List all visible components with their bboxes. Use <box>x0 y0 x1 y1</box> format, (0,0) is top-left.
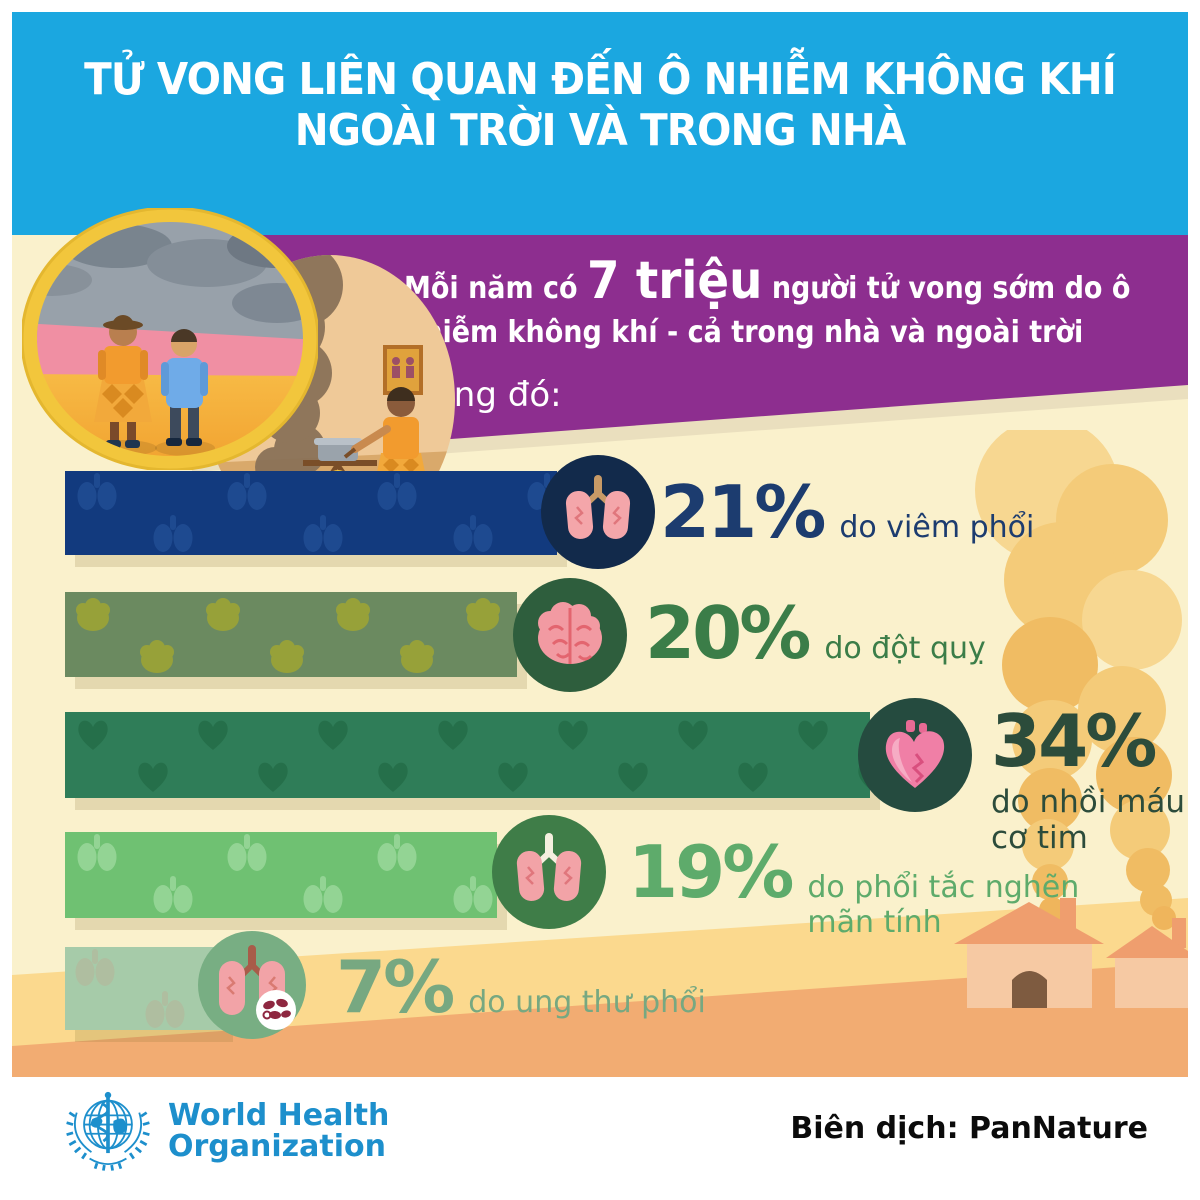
value-pneumonia: 21% <box>660 470 826 554</box>
lungs-icon <box>541 455 655 569</box>
footer: World Health Organization Biên dịch: Pan… <box>12 1077 1188 1188</box>
lungs-icon <box>492 815 606 929</box>
label-stroke: 20% do đột quỵ <box>645 591 986 675</box>
value-stroke: 20% <box>645 591 811 675</box>
heart-icon <box>858 698 972 812</box>
label-heart-attack: 34% do nhồi máu cơ tim <box>991 699 1186 856</box>
house1-door <box>1012 971 1047 1008</box>
house2-roof <box>1106 926 1188 958</box>
page-title-line2: NGOÀI TRỜI VÀ TRONG NHÀ <box>294 105 906 157</box>
house2-body <box>1115 956 1188 1008</box>
wall-picture-frame <box>383 345 423 395</box>
header-banner: TỬ VONG LIÊN QUAN ĐẾN Ô NHIỄM KHÔNG KHÍ … <box>12 12 1188 235</box>
value-lung-cancer: 7% <box>336 945 455 1029</box>
value-copd: 19% <box>628 830 794 914</box>
key-message-line1: Mỗi năm có 7 triệu người tử vong sớm do … <box>404 251 1131 311</box>
key-message-line2: nhiễm không khí - cả trong nhà và ngoài … <box>404 315 1084 350</box>
bar-stroke <box>65 592 517 677</box>
page-title-line1: TỬ VONG LIÊN QUAN ĐẾN Ô NHIỄM KHÔNG KHÍ <box>84 54 1117 105</box>
page-title: TỬ VONG LIÊN QUAN ĐẾN Ô NHIỄM KHÔNG KHÍ … <box>59 54 1141 156</box>
outdoor-pollution-illustration <box>22 208 318 470</box>
brain-icon <box>513 578 627 692</box>
bar-heart-attack <box>65 712 870 798</box>
houses-illustration <box>954 898 1188 1008</box>
lungs-cancer-icon <box>198 931 306 1039</box>
label-lung-cancer: 7% do ung thư phổi <box>336 945 706 1029</box>
smoke-plumes-illustration <box>975 430 1182 930</box>
house2-chimney <box>1172 918 1186 948</box>
key-message: Mỗi năm có 7 triệu người tử vong sớm do … <box>404 249 1131 352</box>
who-logo: World Health Organization <box>62 1085 389 1177</box>
bar-lung-cancer <box>65 947 223 1030</box>
bar-pneumonia <box>65 471 557 555</box>
main-area: Mỗi năm có 7 triệu người tử vong sớm do … <box>12 208 1188 1077</box>
label-copd: 19% do phổi tắc nghẽn mãn tính <box>628 830 1080 940</box>
label-pneumonia: 21% do viêm phổi <box>660 470 1035 554</box>
house1-roof <box>954 902 1104 944</box>
who-wordmark: World Health Organization <box>168 1097 390 1164</box>
who-emblem-icon <box>66 1091 150 1171</box>
outdoor-man <box>155 329 215 456</box>
key-figure: 7 triệu <box>587 251 763 311</box>
translation-credit: Biên dịch: PanNature <box>790 1111 1148 1146</box>
bar-copd <box>65 832 497 918</box>
value-heart-attack: 34% <box>991 699 1157 783</box>
